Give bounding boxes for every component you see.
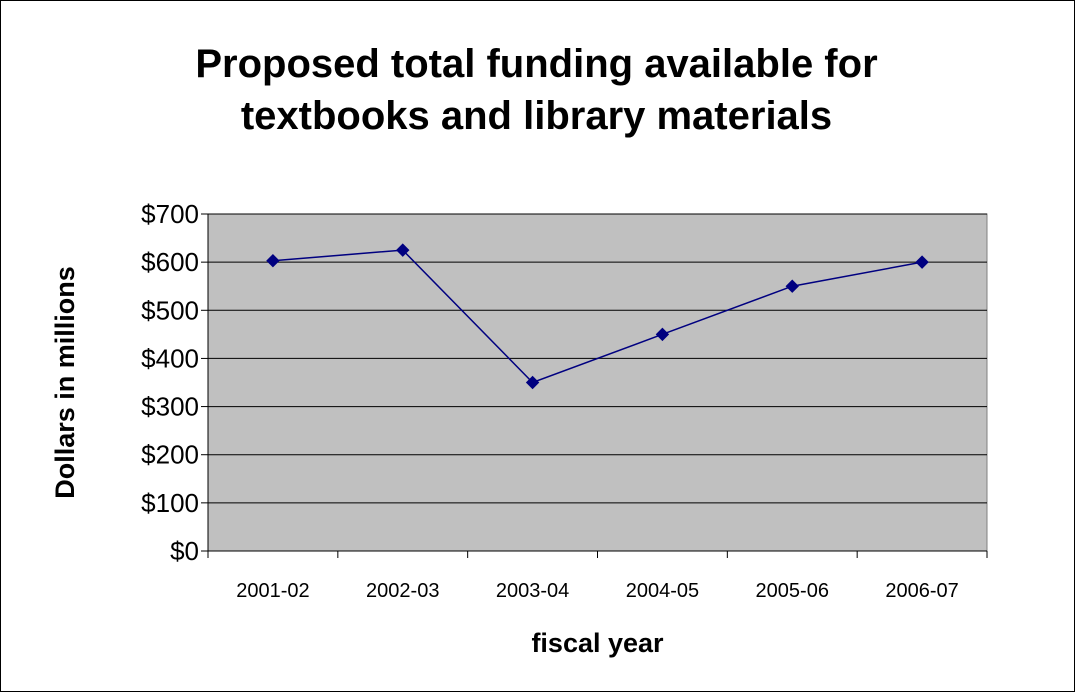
data-point	[266, 253, 280, 268]
x-axis-title: fiscal year	[531, 628, 664, 658]
chart-title-line-1: Proposed total funding available for	[195, 42, 878, 86]
y-tick-label: $100	[141, 488, 199, 518]
x-tick-label: 2004-05	[626, 580, 699, 602]
y-tick-label: $200	[141, 440, 199, 470]
y-tick-label: $0	[170, 536, 199, 566]
data-point	[525, 375, 540, 390]
tick-labels: $0 $100 $200 $300 $400 $500 $600 $700 2001-02 200…	[141, 199, 959, 602]
y-tick-label: $700	[141, 199, 199, 229]
x-tick-label: 2003-04	[496, 580, 569, 602]
x-tick-label: 2005-06	[756, 580, 829, 602]
series	[266, 243, 929, 390]
y-tick-label: $500	[141, 295, 199, 325]
data-point	[785, 279, 799, 293]
x-tick-label: 2002-03	[366, 580, 439, 602]
y-axis-title: Dollars in millions	[50, 266, 80, 499]
ticks	[201, 213, 988, 558]
x-tick-label: 2006-07	[885, 580, 958, 602]
data-point	[655, 327, 670, 342]
y-tick-label: $400	[141, 343, 199, 373]
data-point	[915, 255, 929, 269]
series-line	[272, 249, 923, 384]
y-tick-label: $300	[141, 392, 199, 422]
chart-title: Proposed total funding available for tex…	[0, 38, 1073, 142]
y-tick-label: $600	[141, 247, 199, 277]
data-point	[396, 243, 410, 257]
chart-title-line-2: textbooks and library materials	[240, 94, 833, 138]
plot-area	[207, 213, 988, 552]
x-tick-label: 2001-02	[236, 580, 309, 602]
